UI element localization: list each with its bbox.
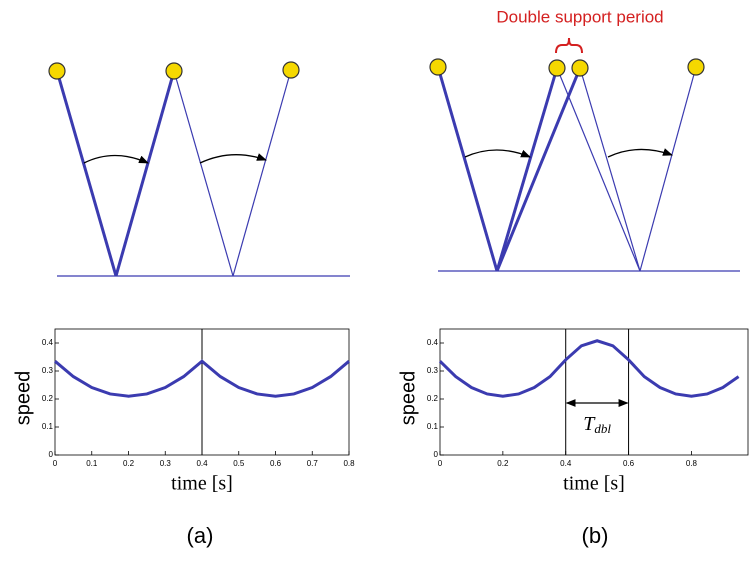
- x-tick-label: 0.4: [560, 459, 572, 468]
- x-tick-label: 0.8: [686, 459, 698, 468]
- span-label: Tdbl: [583, 413, 611, 436]
- y-axis-label: speed: [397, 371, 419, 426]
- y-tick-label: 0.4: [42, 338, 54, 347]
- walker-diagram-b: [429, 37, 740, 272]
- speed-line: [54, 359, 350, 398]
- x-tick-label: 0.7: [307, 459, 319, 468]
- y-tick-label: 0.1: [42, 422, 54, 431]
- x-tick-label: 0: [438, 459, 443, 468]
- x-tick-label: 0.4: [196, 459, 208, 468]
- x-tick-label: 0.2: [497, 459, 509, 468]
- y-tick-label: 0.4: [427, 338, 439, 347]
- x-tick-label: 0.6: [623, 459, 635, 468]
- y-tick-label: 0: [49, 450, 54, 459]
- span-symbol: T: [583, 413, 596, 435]
- x-tick-label: 0: [53, 459, 58, 468]
- span-subscript: dbl: [594, 421, 611, 436]
- y-tick-label: 0.2: [427, 394, 439, 403]
- x-tick-label: 0.2: [123, 459, 135, 468]
- x-axis-label: time [s]: [171, 473, 233, 495]
- y-tick-label: 0: [434, 450, 439, 459]
- walker-diagram-a: [48, 61, 350, 277]
- x-tick-label: 0.6: [270, 459, 282, 468]
- x-tick-label: 0.5: [233, 459, 245, 468]
- y-tick-label: 0.3: [427, 366, 439, 375]
- panel-label: (a): [187, 523, 214, 548]
- y-axis-label: speed: [12, 371, 34, 426]
- x-tick-label: 0.3: [160, 459, 172, 468]
- x-axis-label: time [s]: [563, 473, 625, 495]
- y-tick-label: 0.3: [42, 366, 54, 375]
- x-tick-label: 0.8: [343, 459, 355, 468]
- plot-frame: [439, 328, 749, 456]
- y-tick-label: 0.2: [42, 394, 54, 403]
- x-tick-label: 0.1: [86, 459, 98, 468]
- y-tick-label: 0.1: [427, 422, 439, 431]
- speed-line: [438, 339, 740, 398]
- annotation: Double support period: [496, 7, 663, 26]
- panel-label: (b): [582, 523, 609, 548]
